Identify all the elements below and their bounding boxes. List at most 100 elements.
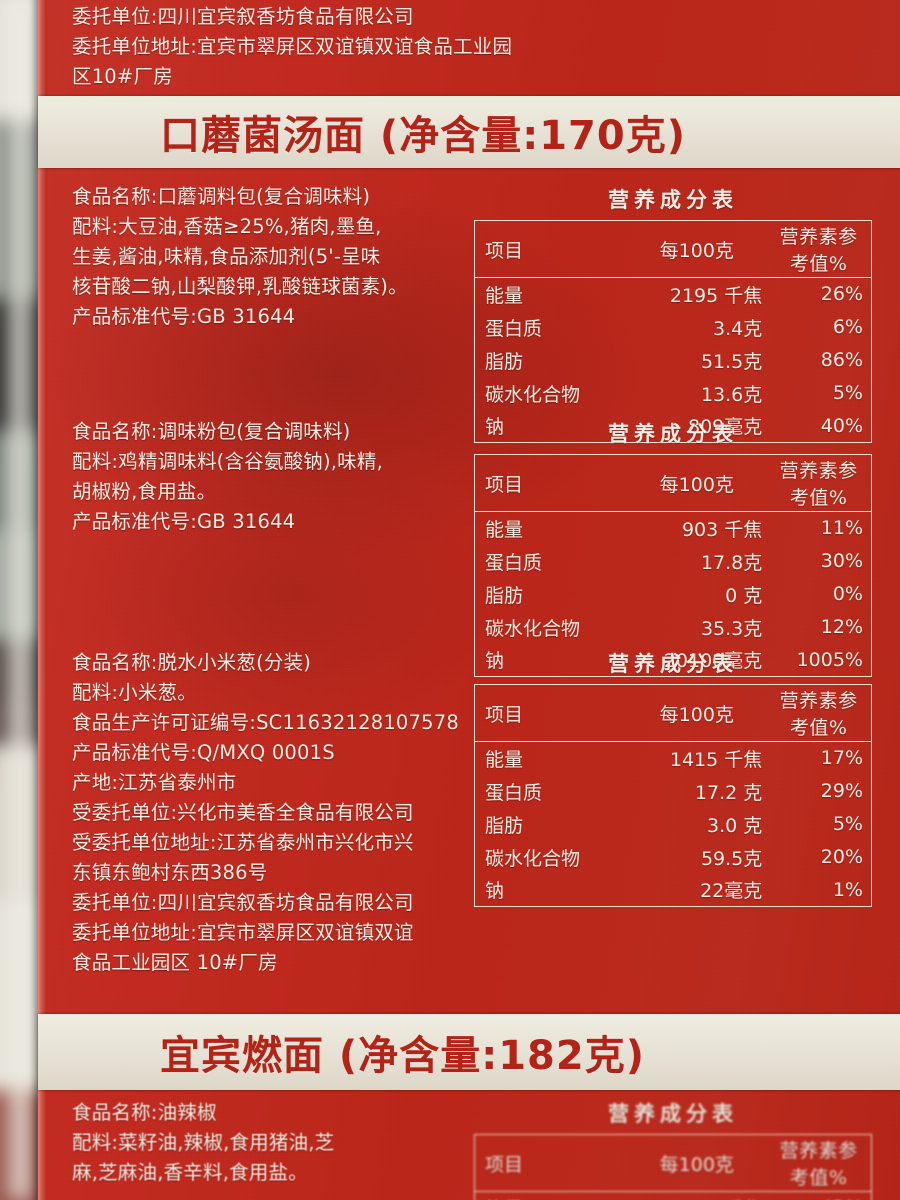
nutrition-cell-item: 钠 bbox=[485, 650, 505, 673]
col-header-per100g: 每100克 bbox=[659, 703, 734, 726]
ingredient-block-3: 食品名称:脱水小米葱(分装) 配料:小米葱。 食品生产许可证编号:SC11632… bbox=[72, 648, 472, 978]
block1-line-1: 食品名称:口蘑调料包(复合调味料) bbox=[72, 185, 371, 208]
nutrition-cell-item: 脂肪 bbox=[485, 584, 524, 607]
col-header-nrv: 营养素参考值% bbox=[779, 226, 858, 275]
nutrition-row: 钠 22毫克 1% bbox=[475, 874, 872, 907]
nutrition-cell-per100g: 2195 千焦 bbox=[669, 284, 763, 307]
nutrition-cell-item: 能量 bbox=[485, 518, 524, 541]
block2-line-4: 产品标准代号:GB 31644 bbox=[72, 510, 296, 533]
block1-line-3: 生姜,酱油,味精,食品添加剂(5'-呈味 bbox=[72, 245, 381, 268]
nutrition-cell-per100g: 903 千焦 bbox=[681, 518, 763, 541]
nutrition-cell-per100g: 51.5克 bbox=[700, 350, 763, 373]
product-title-banner-2: 宜宾燃面 (净含量:182克) bbox=[38, 1014, 900, 1090]
nutrition-row: 脂肪 51.5克 86% bbox=[475, 344, 872, 377]
nutrition-cell-nrv: 20% bbox=[820, 846, 863, 868]
nutrition-cell-item: 能量 bbox=[485, 284, 524, 307]
nutrition-cell-item: 脂肪 bbox=[485, 350, 524, 373]
nutrition-cell-nrv: 29% bbox=[820, 780, 863, 802]
nutrition-cell-per100g: 17.2 克 bbox=[694, 781, 763, 804]
block3-line-3: 食品生产许可证编号:SC11632128107578 bbox=[72, 711, 459, 734]
nutrition-cell-nrv: 1% bbox=[832, 878, 863, 901]
block1-line-5: 产品标准代号:GB 31644 bbox=[72, 305, 296, 328]
col-header-item: 项目 bbox=[485, 473, 524, 496]
nutrition-cell-nrv: 6% bbox=[832, 316, 863, 338]
product-title-2: 宜宾燃面 (净含量:182克) bbox=[160, 1033, 645, 1079]
nutrition-row: 能量 1415 千焦 17% bbox=[475, 742, 872, 775]
nutrition-cell-per100g: 17.8克 bbox=[700, 551, 763, 574]
nutrition-cell-nrv: 30% bbox=[820, 550, 863, 572]
nutrition-cell-item: 钠 bbox=[485, 880, 505, 903]
nutrition-cell-per100g: 13.6克 bbox=[700, 383, 763, 406]
block3-line-4: 产品标准代号:Q/MXQ 0001S bbox=[72, 741, 335, 764]
nutrition-row: 碳水化合物 35.3克 12% bbox=[475, 611, 872, 644]
block3-line-5: 产地:江苏省泰州市 bbox=[72, 771, 237, 794]
top-line-3: 区10#厂房 bbox=[72, 65, 173, 88]
nutrition-cell-per100g: 20100毫克 bbox=[663, 650, 763, 673]
nutrition-table-1: 营养成分表 项目 每100克 营养素参考值% 能量 2195 千焦 26% 蛋白质 3.… bbox=[474, 184, 872, 443]
nutrition-row: 能量3646 千焦43% bbox=[475, 1192, 872, 1200]
nutrition-cell-per100g: 809毫克 bbox=[688, 416, 763, 439]
block4-line-1: 食品名称:油辣椒 bbox=[72, 1101, 217, 1124]
col-header-nrv: 营养素参考值% bbox=[779, 460, 858, 509]
nutrition-table-1-title: 营养成分表 bbox=[608, 188, 738, 212]
block2-line-3: 胡椒粉,食用盐。 bbox=[72, 480, 217, 503]
nutrition-table-4: 营养成分表 项目 每100克 营养素参考值% 能量3646 千焦43% bbox=[474, 1098, 872, 1200]
col-header-per100g: 每100克 bbox=[659, 473, 734, 496]
col-header-per100g: 每100克 bbox=[659, 239, 734, 262]
nutrition-cell-item: 蛋白质 bbox=[485, 781, 543, 804]
nutrition-cell-nrv: 11% bbox=[820, 517, 863, 540]
block3-line-7: 受委托单位地址:江苏省泰州市兴化市兴 bbox=[72, 831, 414, 854]
col-header-per100g: 每100克 bbox=[659, 1153, 734, 1176]
block3-line-9: 委托单位:四川宜宾叙香坊食品有限公司 bbox=[72, 891, 414, 914]
nutrition-row: 能量 2195 千焦 26% bbox=[475, 278, 872, 311]
nutrition-cell-nrv: 12% bbox=[820, 616, 863, 638]
block3-line-6: 受委托单位:兴化市美香全食品有限公司 bbox=[72, 801, 414, 824]
col-header-nrv: 营养素参考值% bbox=[779, 690, 858, 739]
nutrition-cell-nrv: 40% bbox=[820, 414, 863, 437]
nutrition-cell-nrv: 86% bbox=[820, 349, 863, 371]
nutrition-cell-item: 钠 bbox=[485, 416, 505, 439]
block2-line-1: 食品名称:调味粉包(复合调味料) bbox=[72, 420, 351, 443]
top-manufacturer-block: 委托单位:四川宜宾叙香坊食品有限公司 委托单位地址:宜宾市翠屏区双谊镇双谊食品工… bbox=[72, 2, 513, 92]
product-title-1: 口蘑菌汤面 (净含量:170克) bbox=[160, 113, 686, 159]
nutrition-cell-per100g: 3.0 克 bbox=[707, 814, 763, 837]
nutrition-row: 钠 20100毫克 1005% bbox=[475, 644, 872, 677]
col-header-item: 项目 bbox=[485, 239, 524, 262]
nutrition-table-2-title: 营养成分表 bbox=[608, 422, 738, 446]
nutrition-cell-nrv: 5% bbox=[832, 813, 863, 835]
nutrition-cell-per100g: 35.3克 bbox=[700, 617, 763, 640]
package-left-edge-highlight bbox=[38, 0, 47, 1200]
block4-line-3: 麻,芝麻油,香辛料,食用盐。 bbox=[72, 1161, 308, 1184]
block3-line-1: 食品名称:脱水小米葱(分装) bbox=[72, 651, 312, 674]
nutrition-cell-item: 碳水化合物 bbox=[485, 383, 581, 406]
nutrition-cell-per100g: 59.5克 bbox=[700, 847, 763, 870]
nutrition-row: 蛋白质 3.4克 6% bbox=[475, 311, 872, 344]
nutrition-cell-nrv: 0% bbox=[832, 583, 863, 605]
nutrition-row: 碳水化合物 13.6克 5% bbox=[475, 377, 872, 410]
nutrition-cell-nrv: 43% bbox=[768, 1192, 871, 1200]
nutrition-cell-item: 蛋白质 bbox=[485, 551, 543, 574]
nutrition-table-4-title: 营养成分表 bbox=[608, 1102, 738, 1126]
nutrition-cell-item: 能量 bbox=[475, 1192, 626, 1200]
nutrition-cell-nrv: 17% bbox=[820, 747, 863, 770]
top-line-2: 委托单位地址:宜宾市翠屏区双谊镇双谊食品工业园 bbox=[72, 35, 513, 58]
nutrition-cell-nrv: 1005% bbox=[796, 648, 863, 671]
nutrition-table-3: 营养成分表 项目 每100克 营养素参考值% 能量 1415 千焦 17% 蛋白质 17… bbox=[474, 648, 872, 907]
nutrition-cell-item: 碳水化合物 bbox=[485, 847, 581, 870]
block3-line-10: 委托单位地址:宜宾市翠屏区双谊镇双谊 bbox=[72, 921, 414, 944]
nutrition-row: 钠 809毫克 40% bbox=[475, 410, 872, 443]
block1-line-2: 配料:大豆油,香菇≥25%,猪肉,墨鱼, bbox=[72, 215, 382, 238]
block4-line-2: 配料:菜籽油,辣椒,食用猪油,芝 bbox=[72, 1131, 335, 1154]
nutrition-cell-nrv: 26% bbox=[820, 283, 863, 306]
top-line-1: 委托单位:四川宜宾叙香坊食品有限公司 bbox=[72, 5, 414, 28]
col-header-nrv: 营养素参考值% bbox=[779, 1140, 858, 1189]
ingredient-block-4: 食品名称:油辣椒 配料:菜籽油,辣椒,食用猪油,芝 麻,芝麻油,香辛料,食用盐。 bbox=[72, 1098, 472, 1188]
nutrition-cell-per100g: 3.4克 bbox=[713, 317, 763, 340]
nutrition-cell-per100g: 22毫克 bbox=[700, 880, 763, 903]
block2-line-2: 配料:鸡精调味料(含谷氨酸钠),味精, bbox=[72, 450, 383, 473]
nutrition-cell-item: 蛋白质 bbox=[485, 317, 543, 340]
nutrition-table-2: 营养成分表 项目 每100克 营养素参考值% 能量 903 千焦 11% 蛋白质 17.… bbox=[474, 418, 872, 677]
nutrition-cell-nrv: 5% bbox=[832, 382, 863, 404]
nutrition-table-3-title: 营养成分表 bbox=[608, 652, 738, 676]
